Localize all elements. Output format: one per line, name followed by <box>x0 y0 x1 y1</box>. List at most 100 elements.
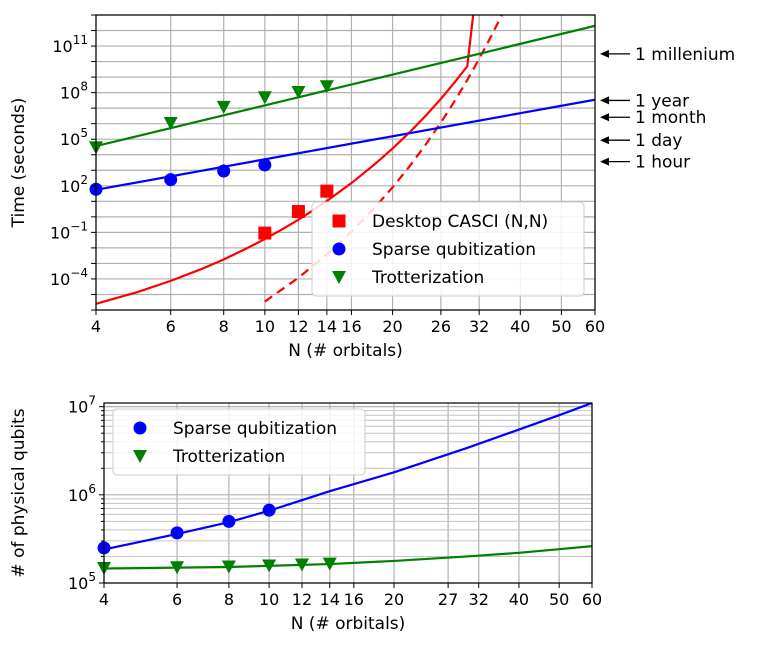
y-tick-label: 107 <box>68 394 96 417</box>
y-tick-base: 10 <box>52 37 72 56</box>
y-tick-label: 1011 <box>52 33 88 56</box>
x-tick-label: 8 <box>224 590 234 609</box>
series-fit-line <box>104 403 592 551</box>
data-point-square <box>258 226 272 240</box>
y-tick-base: 10 <box>68 398 88 417</box>
x-tick-label: 6 <box>172 590 182 609</box>
y-tick-exponent: 7 <box>88 394 96 408</box>
y-axis-label: # of physical qubits <box>9 408 29 577</box>
legend-marker-square <box>332 214 346 228</box>
x-tick-label: 60 <box>585 317 605 336</box>
x-tick-label: 40 <box>509 590 529 609</box>
data-point-circle <box>217 164 231 178</box>
x-tick-label: 32 <box>469 317 489 336</box>
legend: Sparse qubitization Trotterization <box>112 408 366 476</box>
legend: Desktop CASCI (N,N) Sparse qubitization Tr… <box>311 201 585 297</box>
y-tick-label: 10−4 <box>50 266 88 289</box>
data-point-triangle <box>322 557 337 571</box>
plot-area <box>104 403 592 570</box>
x-tick-label: 27 <box>438 590 458 609</box>
data-point-circle <box>222 514 236 528</box>
data-point-triangle <box>216 100 231 114</box>
y-tick-exponent: 6 <box>88 482 96 496</box>
annotation-arrow-head <box>600 113 609 122</box>
x-tick-label: 12 <box>288 317 308 336</box>
time-chart: 4 6 8 10 12 14 16 20 26 32 40 50 6010−410−1102105108… <box>9 14 735 361</box>
series-fit-line <box>104 545 592 570</box>
x-tick-label: 50 <box>549 590 569 609</box>
legend-box <box>311 201 585 297</box>
data-point-triangle <box>262 559 277 573</box>
x-tick-label: 32 <box>469 590 489 609</box>
series-fit-dashed-line <box>264 15 503 303</box>
x-axis-label: N (# orbitals) <box>291 614 406 634</box>
x-axis-label: N (# orbitals) <box>288 341 403 361</box>
annotation-label: 1 month <box>635 108 706 128</box>
series-fit-line <box>96 98 595 191</box>
x-tick-label: 40 <box>510 317 530 336</box>
x-tick-label: 14 <box>317 317 337 336</box>
x-tick-label: 10 <box>255 317 275 336</box>
series-fit-line <box>96 24 595 148</box>
legend-marker-circle <box>332 242 346 256</box>
legend-label: Trotterization <box>371 268 484 288</box>
y-tick-exponent: 8 <box>80 80 88 94</box>
y-axis-label: Time (seconds) <box>9 98 29 229</box>
data-point-circle <box>262 503 276 517</box>
x-tick-label: 14 <box>320 590 340 609</box>
annotation-label: 1 millenium <box>635 45 735 65</box>
axes-frame <box>103 402 593 584</box>
legend-box <box>112 408 366 476</box>
data-point-triangle <box>163 117 178 131</box>
y-tick-label: 105 <box>68 570 96 593</box>
markers <box>97 503 337 575</box>
data-point-circle <box>258 158 272 172</box>
x-tick-label: 60 <box>582 590 602 609</box>
x-tick-label: 26 <box>431 317 451 336</box>
annotation-arrow-head <box>600 136 609 145</box>
y-tick-exponent: 11 <box>73 33 88 47</box>
x-tick-label: 16 <box>344 590 364 609</box>
y-tick-base: 10 <box>60 177 80 196</box>
legend-marker-triangle <box>332 271 346 284</box>
data-point-triangle <box>221 560 236 574</box>
x-tick-label: 12 <box>292 590 312 609</box>
data-point-circle <box>170 526 184 540</box>
x-tick-label: 20 <box>384 590 404 609</box>
data-point-circle <box>164 173 178 187</box>
x-tick-label: 50 <box>551 317 571 336</box>
y-tick-label: 102 <box>60 173 88 196</box>
x-tick-label: 6 <box>166 317 176 336</box>
y-tick-base: 10 <box>50 223 70 242</box>
y-tick-label: 105 <box>60 126 88 149</box>
annotation-arrow-head <box>600 96 609 105</box>
data-point-triangle <box>319 80 334 94</box>
annotation-label: 1 hour <box>635 153 690 173</box>
y-tick-exponent: 5 <box>88 570 96 584</box>
data-point-triangle <box>291 85 306 99</box>
legend-label: Trotterization <box>172 447 285 467</box>
legend-label: Sparse qubitization <box>372 240 536 260</box>
legend-label: Sparse qubitization <box>173 419 337 439</box>
annotation-arrow-head <box>600 157 609 166</box>
x-tick-label: 16 <box>341 317 361 336</box>
y-tick-label: 10−1 <box>50 219 88 242</box>
data-point-triangle <box>294 558 309 572</box>
y-tick-exponent: −4 <box>70 266 88 280</box>
y-tick-exponent: 5 <box>80 126 88 140</box>
y-tick-base: 10 <box>60 84 80 103</box>
y-tick-exponent: −1 <box>70 219 88 233</box>
data-point-triangle <box>170 561 185 575</box>
x-tick-label: 4 <box>91 317 101 336</box>
y-tick-label: 108 <box>60 80 88 103</box>
y-tick-exponent: 2 <box>80 173 88 187</box>
legend-label: Desktop CASCI (N,N) <box>372 212 548 232</box>
y-tick-base: 10 <box>60 130 80 149</box>
x-tick-label: 10 <box>259 590 279 609</box>
x-tick-label: 8 <box>219 317 229 336</box>
y-tick-base: 10 <box>50 270 70 289</box>
legend-marker-circle <box>133 421 147 435</box>
y-tick-label: 106 <box>68 482 96 505</box>
annotation-label: 1 year <box>635 91 689 111</box>
